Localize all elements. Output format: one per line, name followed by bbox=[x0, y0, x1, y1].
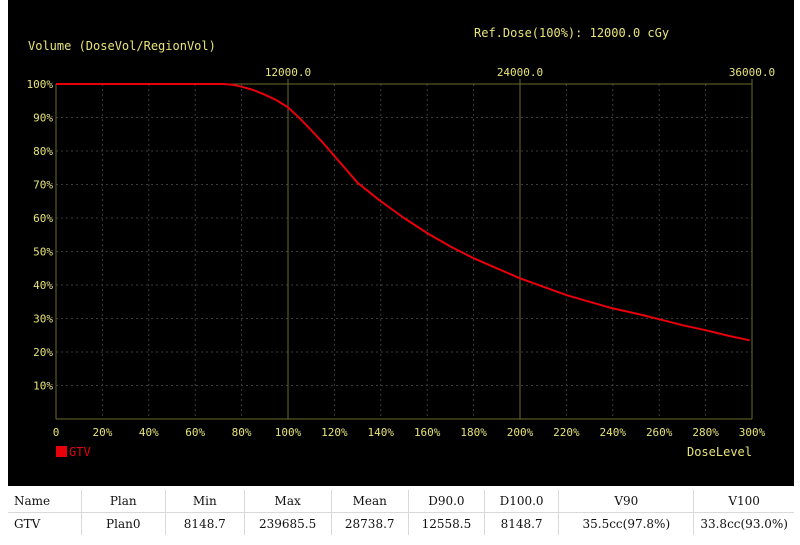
cell-min: 8148.7 bbox=[165, 512, 245, 535]
column-header-max: Max bbox=[244, 490, 332, 513]
x-tick-label: 240% bbox=[600, 426, 627, 439]
y-tick-label: 80% bbox=[33, 145, 53, 158]
x-tick-label: 120% bbox=[321, 426, 348, 439]
grid-lines bbox=[56, 83, 753, 419]
cell-v90: 35.5cc(97.8%) bbox=[558, 512, 695, 535]
x-axis-title: DoseLevel bbox=[687, 445, 752, 459]
x-tick-label: 200% bbox=[507, 426, 534, 439]
legend-swatch-gtv bbox=[56, 446, 67, 457]
x-tick-label: 300% bbox=[739, 426, 766, 439]
column-header-d90: D90.0 bbox=[408, 490, 485, 513]
table-row[interactable]: GTV Plan0 8148.7 239685.5 28738.7 12558.… bbox=[8, 512, 794, 535]
top-tick-label: 12000.0 bbox=[265, 66, 311, 79]
y-tick-label: 100% bbox=[27, 78, 54, 91]
x-tick-label: 0 bbox=[53, 426, 60, 439]
axes bbox=[55, 79, 753, 420]
y-tick-label: 20% bbox=[33, 346, 53, 359]
y-tick-label: 60% bbox=[33, 212, 53, 225]
series-line-gtv bbox=[56, 83, 750, 342]
y-axis-title: Volume (DoseVol/RegionVol) bbox=[28, 39, 216, 53]
tick-labels: 100% 90% 80% 70% 60% 50% 40% 30% 20% 10% 0 20% 40% 60… bbox=[27, 66, 776, 439]
column-header-name: Name bbox=[8, 490, 82, 513]
column-header-d100: D100.0 bbox=[484, 490, 560, 513]
dose-statistics-table: Name Plan Min Max Mean D90.0 D100.0 V90 … bbox=[8, 490, 794, 535]
column-header-mean: Mean bbox=[331, 490, 409, 513]
x-tick-label: 140% bbox=[368, 426, 395, 439]
y-tick-label: 10% bbox=[33, 380, 53, 393]
x-tick-label: 180% bbox=[460, 426, 487, 439]
y-tick-label: 40% bbox=[33, 279, 53, 292]
x-tick-label: 20% bbox=[92, 426, 112, 439]
column-header-v100: V100 bbox=[693, 490, 794, 513]
y-tick-label: 30% bbox=[33, 313, 53, 326]
x-tick-label: 100% bbox=[275, 426, 302, 439]
dvh-chart: Volume (DoseVol/RegionVol) Ref.Dose(100%… bbox=[27, 26, 776, 459]
y-tick-label: 70% bbox=[33, 179, 53, 192]
cell-max: 239685.5 bbox=[244, 512, 332, 535]
table-header-row: Name Plan Min Max Mean D90.0 D100.0 V90 … bbox=[8, 490, 794, 513]
x-tick-label: 40% bbox=[139, 426, 159, 439]
legend-label-gtv: GTV bbox=[69, 445, 91, 459]
column-header-plan: Plan bbox=[81, 490, 166, 513]
y-tick-label: 90% bbox=[33, 112, 53, 125]
x-tick-label: 260% bbox=[646, 426, 673, 439]
series-lines bbox=[56, 83, 750, 342]
cell-v100: 33.8cc(93.0%) bbox=[700, 517, 788, 531]
top-tick-label: 24000.0 bbox=[497, 66, 543, 79]
x-tick-label: 220% bbox=[553, 426, 580, 439]
x-tick-label: 160% bbox=[414, 426, 441, 439]
dvh-chart-panel: Volume (DoseVol/RegionVol) Ref.Dose(100%… bbox=[8, 0, 794, 486]
x-tick-label: 80% bbox=[232, 426, 252, 439]
top-tick-label: 36000.0 bbox=[729, 66, 775, 79]
y-tick-label: 50% bbox=[33, 246, 53, 259]
reference-dose-label: Ref.Dose(100%): 12000.0 cGy bbox=[474, 26, 669, 40]
x-tick-label: 60% bbox=[185, 426, 205, 439]
column-header-v90: V90 bbox=[558, 490, 695, 513]
x-tick-label: 280% bbox=[692, 426, 719, 439]
cell-d100: 8148.7 bbox=[484, 512, 560, 535]
cell-plan: Plan0 bbox=[81, 512, 166, 535]
cell-d90: 12558.5 bbox=[408, 512, 485, 535]
cell-mean: 28738.7 bbox=[331, 512, 409, 535]
cell-name: GTV bbox=[8, 512, 82, 535]
column-header-min: Min bbox=[165, 490, 245, 513]
